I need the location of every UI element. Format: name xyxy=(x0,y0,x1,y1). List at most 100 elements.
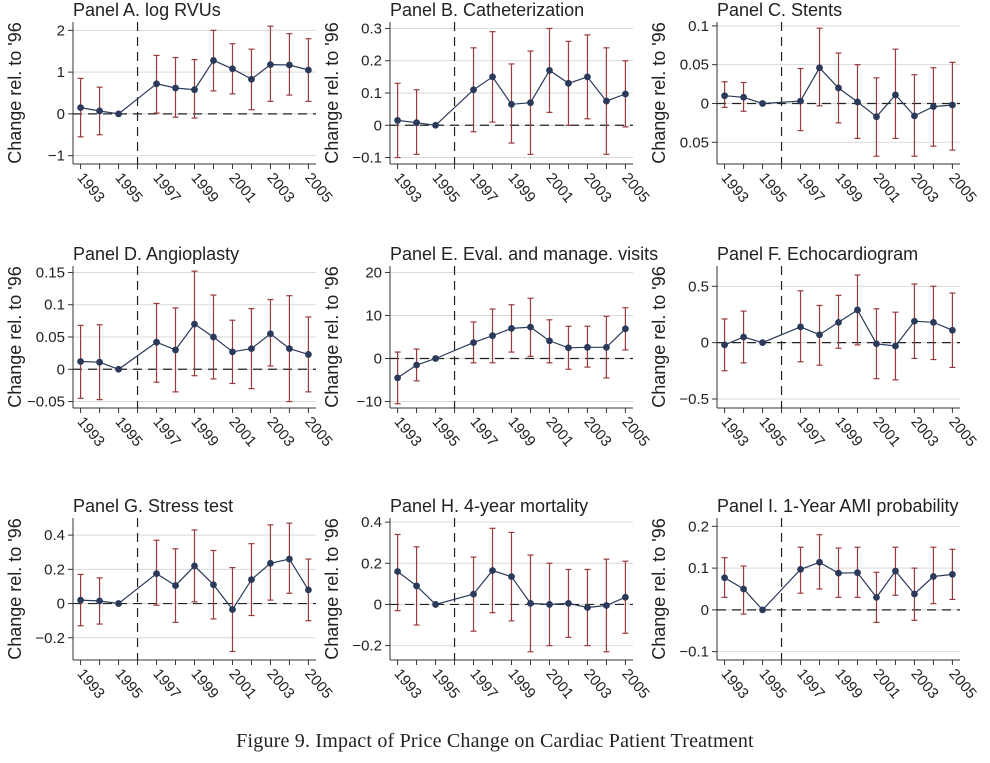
y-tick-label: −0.2 xyxy=(352,638,382,655)
x-tick-label: 2001 xyxy=(225,414,259,450)
panel-title: Panel A. log RVUs xyxy=(73,0,221,20)
data-point xyxy=(470,86,477,94)
y-axis-label: Change rel. to '96 xyxy=(649,518,669,660)
x-tick-label: 1999 xyxy=(504,414,538,450)
data-point xyxy=(622,90,629,98)
y-tick-label: 0.1 xyxy=(688,18,709,35)
data-point xyxy=(172,346,179,354)
y-tick-label: −0.5 xyxy=(679,391,709,408)
x-tick-label: 2003 xyxy=(580,414,614,450)
x-tick-label: 2003 xyxy=(263,414,297,450)
y-tick-label: 0.4 xyxy=(361,514,382,531)
data-point xyxy=(470,590,477,598)
x-tick-label: 2005 xyxy=(301,666,335,702)
y-tick-label: 0.2 xyxy=(688,518,709,535)
data-point xyxy=(77,358,84,365)
x-tick-label: 1993 xyxy=(74,666,108,702)
data-point xyxy=(546,601,553,608)
data-point xyxy=(584,343,591,351)
data-point xyxy=(622,325,629,333)
data-point xyxy=(949,326,956,334)
y-tick-label: 0 xyxy=(701,335,709,352)
x-tick-label: 1995 xyxy=(111,170,145,206)
y-tick-label: 10 xyxy=(365,307,382,324)
data-point xyxy=(489,332,496,340)
y-tick-label: 0 xyxy=(701,602,709,619)
data-point xyxy=(854,98,861,106)
x-tick-label: 1993 xyxy=(718,414,752,450)
panel-title: Panel C. Stents xyxy=(717,0,842,20)
data-point xyxy=(489,567,496,574)
panel-b: Panel B. Catheterization −0.1 0 0.1 0.2 0.3 19… xyxy=(322,0,653,206)
x-tick-label: 1999 xyxy=(831,414,865,450)
data-point xyxy=(96,107,103,115)
y-axis-label: Change rel. to '96 xyxy=(5,22,25,164)
x-tick-label: 2005 xyxy=(945,170,979,206)
data-point xyxy=(622,593,629,601)
data-point xyxy=(172,582,179,589)
x-tick-label: 1999 xyxy=(187,666,221,702)
y-tick-label: −1 xyxy=(48,148,65,165)
data-point xyxy=(721,92,728,100)
y-tick-label: 0.4 xyxy=(44,527,65,544)
x-tick-label: 1995 xyxy=(428,170,462,206)
data-point xyxy=(816,64,823,72)
data-point xyxy=(816,331,823,339)
data-point xyxy=(603,97,610,105)
data-point xyxy=(286,61,293,69)
x-tick-label: 1997 xyxy=(793,414,827,450)
data-point xyxy=(96,358,103,366)
y-tick-label: 0 xyxy=(701,95,709,112)
y-tick-label: −0.2 xyxy=(35,630,65,647)
data-point xyxy=(740,333,747,341)
x-tick-label: 1995 xyxy=(755,414,789,450)
y-axis-label: Change rel. to '96 xyxy=(322,518,342,660)
data-point xyxy=(248,576,255,583)
data-point xyxy=(816,558,823,566)
x-tick-label: 1993 xyxy=(718,170,752,206)
x-tick-label: 2005 xyxy=(618,414,652,450)
data-point xyxy=(911,590,918,598)
data-point xyxy=(248,75,255,83)
y-axis-label: Change rel. to '96 xyxy=(5,518,25,660)
x-tick-label: 1995 xyxy=(755,170,789,206)
x-tick-label: 2001 xyxy=(225,666,259,702)
x-tick-label: 2003 xyxy=(580,666,614,702)
x-tick-label: 1997 xyxy=(149,414,183,450)
x-tick-label: 2001 xyxy=(542,666,576,702)
data-point xyxy=(77,104,84,112)
x-tick-label: 1995 xyxy=(111,414,145,450)
data-point xyxy=(172,84,179,92)
data-point xyxy=(210,57,217,64)
data-point xyxy=(740,93,747,101)
x-tick-label: 1995 xyxy=(428,666,462,702)
data-point xyxy=(854,306,861,314)
y-tick-label: 0.5 xyxy=(688,278,709,295)
data-point xyxy=(248,345,255,353)
data-point xyxy=(210,581,217,589)
y-axis-label: Change rel. to '96 xyxy=(322,266,342,408)
x-tick-label: 1993 xyxy=(391,666,425,702)
data-point xyxy=(527,99,534,107)
data-point xyxy=(153,338,160,346)
y-tick-label: 0.3 xyxy=(361,20,382,37)
data-point xyxy=(153,80,160,88)
y-tick-label: 0 xyxy=(374,351,382,368)
data-point xyxy=(892,342,899,350)
panel-c: Panel C. Stents 0.05 0 0.05 0.1 1993 1995 1997 1… xyxy=(649,0,980,206)
x-tick-label: 2001 xyxy=(542,170,576,206)
data-point xyxy=(930,103,937,110)
x-tick-label: 1997 xyxy=(793,666,827,702)
x-tick-label: 1993 xyxy=(391,414,425,450)
data-point xyxy=(603,343,610,351)
data-point xyxy=(394,568,401,575)
data-point xyxy=(797,565,804,573)
x-tick-label: 1993 xyxy=(391,170,425,206)
data-point xyxy=(930,573,937,580)
y-axis-label: Change rel. to '96 xyxy=(649,22,669,164)
x-tick-label: 2001 xyxy=(869,666,903,702)
data-point xyxy=(115,110,122,118)
panel-i: Panel I. 1-Year AMI probability −0.1 0 0.1 0… xyxy=(649,496,980,702)
data-point xyxy=(873,593,880,601)
x-tick-label: 2001 xyxy=(869,414,903,450)
